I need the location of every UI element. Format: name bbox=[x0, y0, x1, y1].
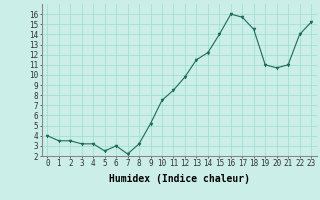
X-axis label: Humidex (Indice chaleur): Humidex (Indice chaleur) bbox=[109, 174, 250, 184]
